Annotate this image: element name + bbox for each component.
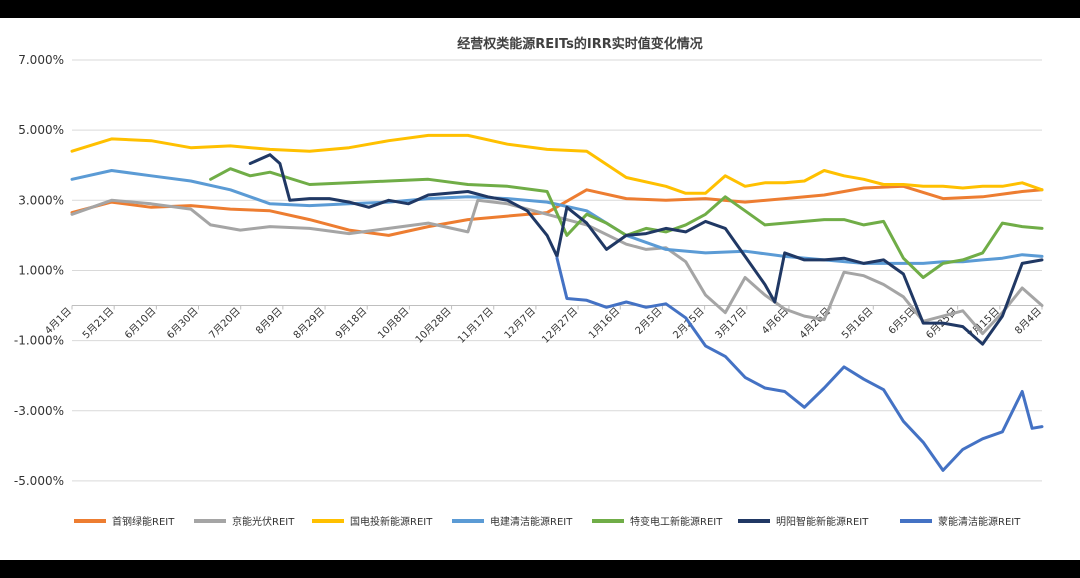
legend-item: 首钢绿能REIT [74,515,175,528]
x-tick-label: 3月17日 [713,305,749,341]
legend-label: 特变电工新能源REIT [630,515,723,528]
x-tick-label: 4月1日 [42,305,74,337]
x-tick-label: 2月5日 [633,305,665,337]
x-tick-label: 8月4日 [1012,305,1044,337]
y-tick-label: -1.000% [14,334,64,348]
legend-label: 电建清洁能源REIT [490,515,573,528]
legend-item: 京能光伏REIT [194,515,295,528]
x-tick-label: 8月29日 [291,305,327,341]
x-tick-label: 11月17日 [455,305,496,346]
irr-line-chart: 经营权类能源REITs的IRR实时值变化情况 7.000% 5.000% 3.000… [14,36,1044,528]
y-tick-label: -5.000% [14,474,64,488]
x-tick-label: 6月30日 [165,305,201,341]
legend-label: 蒙能清洁能源REIT [938,515,1021,528]
series-line-4 [209,167,1044,279]
x-tick-label: 10月28日 [413,305,454,346]
x-axis-ticks: 4月1日 5月21日 6月10日 6月30日 7月20日 8月9日 8月29日 9月18日 10… [42,305,1044,346]
legend-label: 国电投新能源REIT [350,515,433,528]
x-tick-label: 1月16日 [586,305,622,341]
x-tick-label: 10月8日 [375,305,411,341]
gridlines [72,59,1042,482]
series-lines [70,133,1044,472]
x-tick-label: 8月9日 [253,305,285,337]
x-tick-label: 6月10日 [122,305,158,341]
series-line-1 [70,198,1044,336]
legend-item: 电建清洁能源REIT [452,515,573,528]
legend-label: 首钢绿能REIT [112,515,175,528]
x-tick-label: 5月16日 [839,305,875,341]
x-tick-label: 7月20日 [207,305,243,341]
y-tick-label: 3.000% [18,193,64,207]
legend-item: 明阳智能新能源REIT [738,515,869,528]
series-line-2 [70,133,1044,195]
y-tick-label: -3.000% [14,404,64,418]
series-line-5 [248,153,1044,346]
series-line-0 [70,184,1044,237]
chart-frame: 经营权类能源REITs的IRR实时值变化情况 7.000% 5.000% 3.000… [0,18,1080,560]
y-tick-label: 7.000% [18,53,64,67]
x-tick-label: 12月27日 [540,305,581,346]
legend-item: 蒙能清洁能源REIT [900,515,1021,528]
legend-label: 明阳智能新能源REIT [776,515,869,528]
legend: 首钢绿能REIT 京能光伏REIT 国电投新能源REIT 电建清洁能源REIT 特变电工… [74,515,1021,528]
x-tick-label: 5月21日 [80,305,116,341]
y-axis-ticks: 7.000% 5.000% 3.000% 1.000% -1.000% -3.000% -5… [14,53,64,488]
x-tick-label: 9月18日 [333,305,369,341]
y-tick-label: 5.000% [18,123,64,137]
legend-item: 特变电工新能源REIT [592,515,723,528]
x-tick-label: 12月7日 [502,305,538,341]
series-line-6 [555,256,1044,472]
chart-title: 经营权类能源REITs的IRR实时值变化情况 [457,36,702,52]
legend-item: 国电投新能源REIT [312,515,433,528]
y-tick-label: 1.000% [18,263,64,277]
legend-label: 京能光伏REIT [232,515,295,528]
